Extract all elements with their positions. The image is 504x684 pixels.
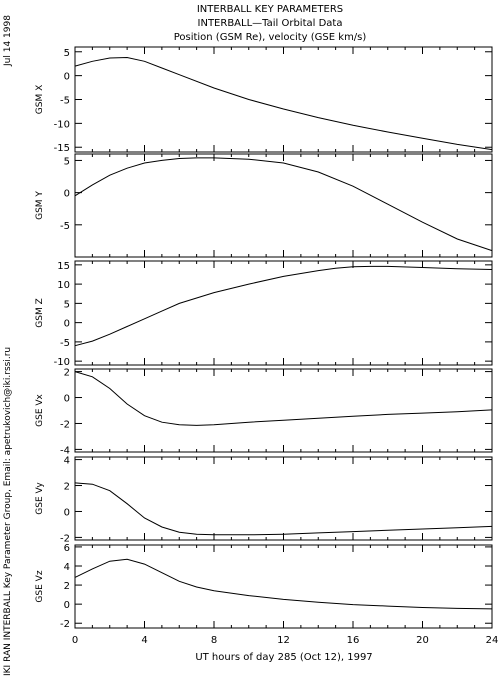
y-tick-label: 10	[57, 280, 70, 291]
plot-frame	[74, 46, 493, 153]
y-axis-label: GSM X	[35, 85, 45, 114]
series-line	[74, 265, 493, 347]
y-tick-label: 2	[64, 581, 70, 592]
y-tick-label: -5	[60, 96, 70, 107]
x-axis-label: UT hours of day 285 (Oct 12), 1997	[195, 652, 372, 663]
plot-frame	[74, 456, 493, 541]
plot-frame	[74, 153, 493, 258]
series-line	[74, 371, 493, 426]
y-axis-label: GSE Vx	[35, 393, 45, 426]
y-tick-label: -15	[54, 143, 70, 154]
y-tick-label: -5	[60, 221, 70, 232]
panel-4: 2 0 -2 -4 GSE Vx	[35, 368, 493, 456]
y-tick-label: 5	[64, 299, 70, 310]
panel-3: 15 10 5 0 -5 -10 GSM Z	[35, 260, 493, 368]
y-tick-label: 0	[64, 600, 70, 611]
x-tick-label: 20	[416, 635, 429, 646]
panel-1: 5 0 -5 -10 -15 GSM X	[35, 46, 493, 154]
y-axis-label: GSM Z	[35, 298, 45, 327]
y-tick-label: 5	[64, 156, 70, 167]
y-tick-label: -2	[60, 533, 70, 544]
y-tick-label: 6	[64, 543, 70, 554]
plot-panels: 5 0 -5 -10 -15 GSM X 5 0 -5 GSM Y 15 10 5 0 -5 -10 GSM Z…	[35, 46, 498, 646]
x-tick-label: 12	[277, 635, 290, 646]
y-axis-label: GSE Vy	[35, 482, 45, 515]
x-tick-label: 16	[347, 635, 360, 646]
y-tick-label: 5	[64, 48, 70, 59]
y-tick-label: -2	[60, 419, 70, 430]
y-tick-label: 15	[57, 261, 70, 272]
y-tick-label: 4	[64, 456, 70, 467]
y-axis-label: GSE Vz	[35, 570, 45, 602]
x-tick-label: 24	[486, 635, 499, 646]
y-tick-label: 0	[64, 507, 70, 518]
title-line-1: INTERBALL KEY PARAMETERS	[197, 4, 343, 15]
y-axis-label: GSM Y	[35, 191, 45, 220]
x-tick-label: 0	[72, 635, 78, 646]
plot-frame	[74, 544, 493, 629]
series-line	[74, 157, 493, 252]
y-tick-label: 0	[64, 394, 70, 405]
y-tick-label: 0	[64, 319, 70, 330]
y-tick-label: -5	[60, 338, 70, 349]
series-line	[74, 482, 493, 536]
y-tick-label: 0	[64, 72, 70, 83]
y-tick-label: 2	[64, 482, 70, 493]
y-tick-label: -2	[60, 619, 70, 630]
panel-2: 5 0 -5 GSM Y	[35, 153, 493, 258]
y-tick-label: 0	[64, 189, 70, 200]
date-label: Jul 14 1998	[3, 15, 13, 67]
series-line	[74, 56, 493, 151]
y-tick-label: -10	[54, 357, 70, 368]
y-tick-label: -4	[60, 445, 70, 456]
y-tick-label: 4	[64, 562, 70, 573]
y-tick-label: -10	[54, 119, 70, 130]
panel-5: 4 2 0 -2 GSE Vy	[35, 456, 493, 544]
x-tick-label: 8	[211, 635, 217, 646]
title-line-3: Position (GSM Re), velocity (GSE km/s)	[174, 32, 367, 43]
series-line	[74, 558, 493, 610]
title-line-2: INTERBALL—Tail Orbital Data	[198, 18, 343, 29]
x-tick-label: 4	[141, 635, 147, 646]
y-tick-label: 2	[64, 368, 70, 379]
credit-label: IKI RAN INTERBALL Key Parameter Group, E…	[3, 347, 13, 676]
